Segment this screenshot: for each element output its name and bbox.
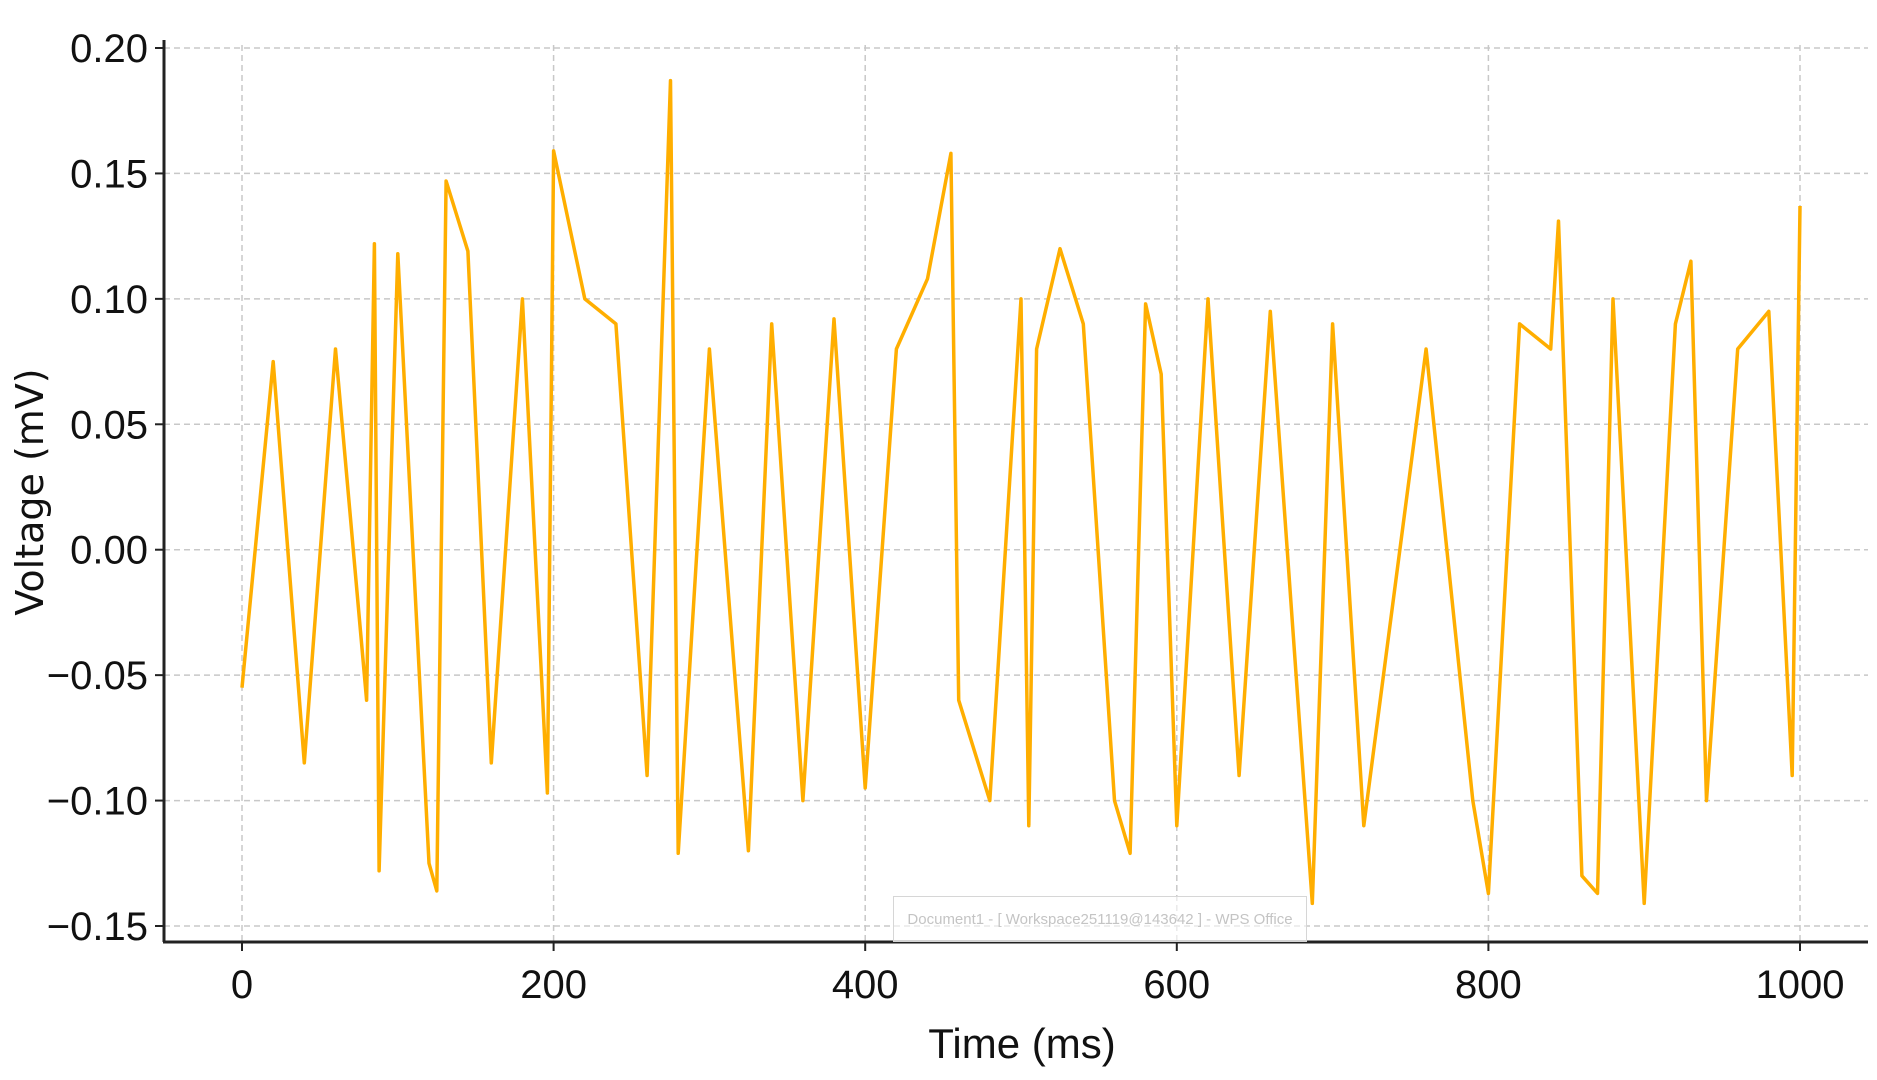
y-tick-label: −0.05 [47,654,148,698]
x-tick-label: 200 [520,963,587,1007]
x-tick-label: 600 [1143,963,1210,1007]
axes [162,40,1868,944]
y-tick-label: 0.00 [70,529,148,573]
x-tick-label: 1000 [1756,963,1845,1007]
tick-marks [155,47,1801,951]
tick-labels: 0.20 0.15 0.10 0.05 0.00 −0.05 −0.10 −0.15 0 200 4… [47,27,1845,1007]
x-axis-label: Time (ms) [928,1020,1115,1067]
x-tick-label: 400 [832,963,899,1007]
y-tick-label: −0.10 [47,780,148,824]
grid-lines [164,45,1868,942]
y-tick-label: 0.10 [70,278,148,322]
y-tick-label: 0.05 [70,403,148,447]
voltage-series-line [240,78,1802,906]
x-tick-label: 800 [1455,963,1522,1007]
series-layer [240,78,1802,906]
y-tick-label: 0.15 [70,152,148,196]
x-tick-label: 0 [231,963,253,1007]
y-tick-label: −0.15 [47,905,148,949]
y-axis-label: Voltage (mV) [8,368,52,615]
watermark-text: Document1 - [ Workspace251119@143642 ] -… [907,910,1293,928]
watermark-overlay: Document1 - [ Workspace251119@143642 ] -… [893,896,1307,942]
y-tick-label: 0.20 [70,27,148,71]
